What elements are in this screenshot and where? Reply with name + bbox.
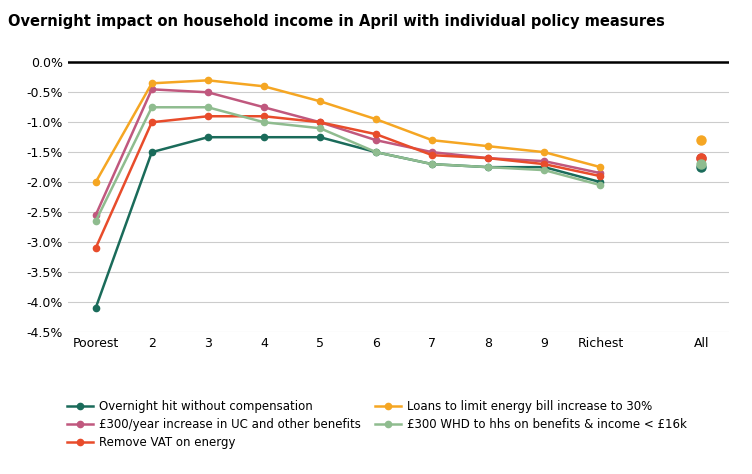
Overnight hit without compensation xyxy=(596,179,605,185)
Overnight hit without compensation xyxy=(259,134,268,140)
Overnight hit without compensation xyxy=(316,134,325,140)
Loans to limit energy bill increase to 30% xyxy=(371,117,381,122)
£300/year increase in UC and other benefits xyxy=(428,149,437,155)
£300 WHD to hhs on benefits & income < £16k xyxy=(147,104,156,110)
£300/year increase in UC and other benefits xyxy=(540,158,549,164)
Loans to limit energy bill increase to 30% xyxy=(259,83,268,89)
£300 WHD to hhs on benefits & income < £16k xyxy=(259,119,268,125)
Text: Overnight impact on household income in April with individual policy measures: Overnight impact on household income in … xyxy=(8,14,665,29)
Loans to limit energy bill increase to 30% xyxy=(316,99,325,104)
Overnight hit without compensation xyxy=(540,164,549,170)
Remove VAT on energy xyxy=(540,161,549,167)
£300 WHD to hhs on benefits & income < £16k xyxy=(484,164,493,170)
Loans to limit energy bill increase to 30% xyxy=(203,77,212,83)
Line: Remove VAT on energy: Remove VAT on energy xyxy=(92,113,604,251)
Line: Loans to limit energy bill increase to 30%: Loans to limit energy bill increase to 3… xyxy=(92,77,604,185)
Overnight hit without compensation xyxy=(484,164,493,170)
Line: £300/year increase in UC and other benefits: £300/year increase in UC and other benef… xyxy=(92,86,604,218)
£300/year increase in UC and other benefits xyxy=(91,212,100,218)
£300/year increase in UC and other benefits xyxy=(203,90,212,95)
Overnight hit without compensation xyxy=(428,161,437,167)
£300 WHD to hhs on benefits & income < £16k xyxy=(316,126,325,131)
£300 WHD to hhs on benefits & income < £16k xyxy=(91,218,100,224)
£300/year increase in UC and other benefits xyxy=(259,104,268,110)
Line: £300 WHD to hhs on benefits & income < £16k: £300 WHD to hhs on benefits & income < £… xyxy=(92,104,604,224)
Loans to limit energy bill increase to 30% xyxy=(147,81,156,86)
Loans to limit energy bill increase to 30% xyxy=(596,164,605,170)
Overnight hit without compensation xyxy=(147,149,156,155)
£300/year increase in UC and other benefits xyxy=(484,155,493,161)
Remove VAT on energy xyxy=(316,119,325,125)
Overnight hit without compensation xyxy=(371,149,381,155)
Remove VAT on energy xyxy=(371,131,381,137)
£300 WHD to hhs on benefits & income < £16k xyxy=(540,167,549,173)
Remove VAT on energy xyxy=(596,173,605,179)
Overnight hit without compensation xyxy=(91,305,100,310)
Loans to limit energy bill increase to 30% xyxy=(484,143,493,149)
Loans to limit energy bill increase to 30% xyxy=(540,149,549,155)
Loans to limit energy bill increase to 30% xyxy=(428,137,437,143)
£300 WHD to hhs on benefits & income < £16k xyxy=(203,104,212,110)
Remove VAT on energy xyxy=(203,113,212,119)
£300/year increase in UC and other benefits xyxy=(371,137,381,143)
Remove VAT on energy xyxy=(484,155,493,161)
Loans to limit energy bill increase to 30% xyxy=(91,179,100,185)
£300/year increase in UC and other benefits xyxy=(316,119,325,125)
£300 WHD to hhs on benefits & income < £16k xyxy=(428,161,437,167)
Line: Overnight hit without compensation: Overnight hit without compensation xyxy=(92,134,604,311)
Remove VAT on energy xyxy=(259,113,268,119)
Remove VAT on energy xyxy=(91,245,100,251)
£300/year increase in UC and other benefits xyxy=(596,170,605,176)
£300/year increase in UC and other benefits xyxy=(147,86,156,92)
Remove VAT on energy xyxy=(147,119,156,125)
Legend: Overnight hit without compensation, £300/year increase in UC and other benefits,: Overnight hit without compensation, £300… xyxy=(67,400,687,449)
Remove VAT on energy xyxy=(428,152,437,158)
Overnight hit without compensation xyxy=(203,134,212,140)
£300 WHD to hhs on benefits & income < £16k xyxy=(596,182,605,188)
£300 WHD to hhs on benefits & income < £16k xyxy=(371,149,381,155)
